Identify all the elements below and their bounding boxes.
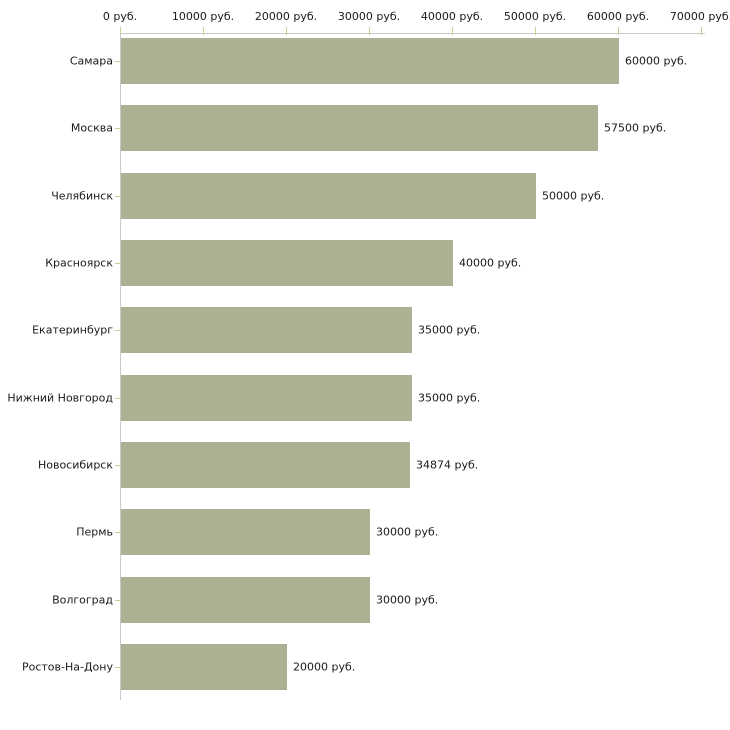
bar [121, 644, 287, 690]
category-tick-mark [115, 196, 120, 197]
x-axis-line [120, 33, 705, 34]
x-axis-tick-label: 0 руб. [102, 10, 138, 23]
x-axis-tick-label: 50000 руб. [503, 10, 567, 23]
bar-value-label: 35000 руб. [418, 323, 481, 337]
y-axis-line [120, 33, 121, 700]
x-axis-tick-mark [701, 27, 702, 35]
category-label: Ростов-На-Дону [21, 660, 113, 674]
x-axis-tick-label: 60000 руб. [586, 10, 650, 23]
bar [121, 442, 410, 488]
category-label: Екатеринбург [32, 323, 113, 337]
bar-value-label: 50000 руб. [542, 189, 605, 203]
x-axis-tick-mark [120, 27, 121, 35]
x-axis-tick-mark [452, 27, 453, 35]
x-axis-tick-mark [369, 27, 370, 35]
category-label: Пермь [76, 525, 113, 539]
category-tick-mark [115, 600, 120, 601]
bar-value-label: 57500 руб. [604, 121, 667, 135]
bar [121, 375, 412, 421]
category-tick-mark [115, 263, 120, 264]
category-label: Самара [69, 54, 113, 68]
bar [121, 577, 370, 623]
x-axis-tick-label: 70000 руб. [669, 10, 730, 23]
bar [121, 173, 536, 219]
category-tick-mark [115, 128, 120, 129]
category-tick-mark [115, 465, 120, 466]
bar-value-label: 35000 руб. [418, 391, 481, 405]
x-axis-tick-mark [535, 27, 536, 35]
x-axis-tick-label: 30000 руб. [337, 10, 401, 23]
bar-value-label: 60000 руб. [625, 54, 688, 68]
bar [121, 240, 453, 286]
bar-value-label: 34874 руб. [416, 458, 479, 472]
bar [121, 38, 619, 84]
category-label: Челябинск [51, 189, 113, 203]
bar [121, 307, 412, 353]
x-axis-tick-label: 10000 руб. [171, 10, 235, 23]
bar-value-label: 30000 руб. [376, 593, 439, 607]
category-tick-mark [115, 398, 120, 399]
category-tick-mark [115, 532, 120, 533]
category-label: Волгоград [52, 593, 113, 607]
category-label: Новосибирск [37, 458, 113, 472]
x-axis-tick-label: 40000 руб. [420, 10, 484, 23]
x-axis-tick-mark [203, 27, 204, 35]
x-axis-tick-mark [286, 27, 287, 35]
bar-value-label: 20000 руб. [293, 660, 356, 674]
category-label: Москва [70, 121, 113, 135]
x-axis-tick-label: 20000 руб. [254, 10, 318, 23]
category-label: Красноярск [45, 256, 113, 270]
bar-value-label: 40000 руб. [459, 256, 522, 270]
category-label: Нижний Новгород [7, 391, 113, 405]
bar [121, 509, 370, 555]
category-tick-mark [115, 61, 120, 62]
category-tick-mark [115, 330, 120, 331]
bar [121, 105, 598, 151]
category-tick-mark [115, 667, 120, 668]
bar-value-label: 30000 руб. [376, 525, 439, 539]
x-axis-tick-mark [618, 27, 619, 35]
